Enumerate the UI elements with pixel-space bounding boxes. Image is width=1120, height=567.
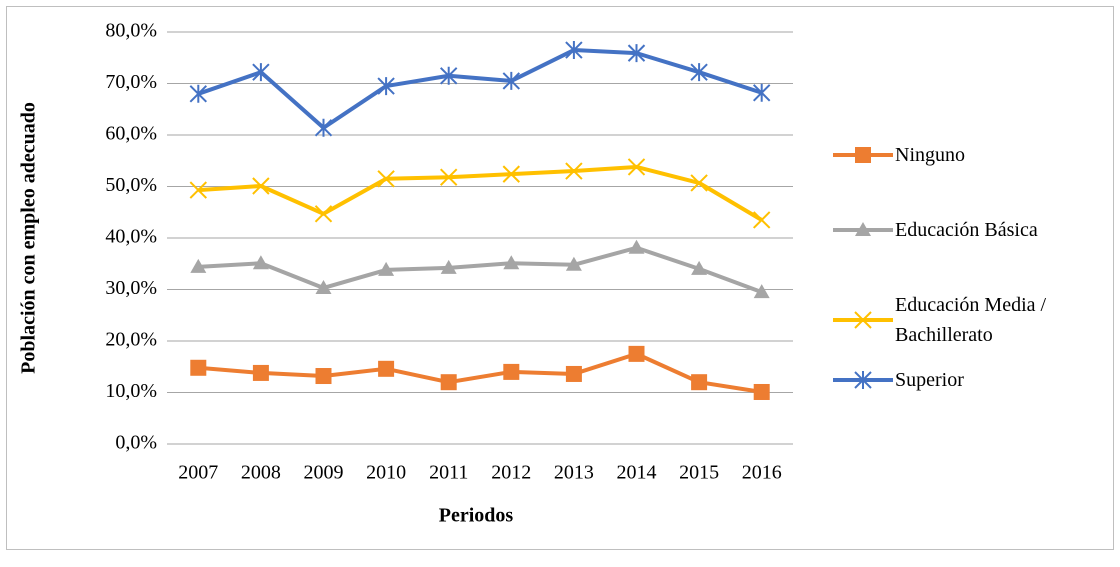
- marker: [691, 260, 708, 275]
- marker: [752, 83, 771, 102]
- marker: [503, 363, 520, 380]
- marker: [503, 255, 520, 270]
- x-tick-label: 2010: [366, 462, 406, 484]
- marker: [752, 211, 771, 229]
- marker: [565, 162, 583, 180]
- legend-label: Educación Básica: [895, 219, 1038, 241]
- marker: [377, 77, 395, 96]
- marker: [378, 261, 395, 276]
- marker: [189, 84, 208, 103]
- legend-label: Superior: [895, 369, 964, 391]
- marker: [378, 360, 395, 377]
- marker: [439, 66, 458, 85]
- marker: [565, 41, 583, 60]
- y-tick-label: 50,0%: [105, 174, 157, 196]
- marker: [315, 279, 332, 294]
- chart-border: [6, 6, 1114, 550]
- x-axis-title: Periodos: [439, 505, 514, 527]
- x-tick-label: 2014: [617, 462, 657, 484]
- x-tick-label: 2016: [742, 462, 782, 484]
- marker: [252, 63, 270, 82]
- marker: [565, 365, 582, 382]
- x-tick-label: 2007: [178, 462, 218, 484]
- marker: [854, 311, 872, 329]
- series-line: [197, 48, 763, 130]
- marker: [627, 44, 646, 63]
- marker: [855, 222, 871, 236]
- series-line: [198, 164, 763, 222]
- marker: [440, 374, 457, 391]
- x-tick-label: 2011: [429, 462, 468, 484]
- legend-label: Ninguno: [895, 144, 965, 166]
- series-line: [198, 351, 763, 394]
- marker: [627, 158, 646, 176]
- marker: [753, 284, 770, 299]
- x-tick-label: 2008: [241, 462, 281, 484]
- x-tick-label: 2013: [554, 462, 594, 484]
- legend-swatch: [833, 311, 893, 329]
- marker: [691, 374, 708, 391]
- y-axis-title: Población con empleo adecuado: [18, 102, 40, 374]
- marker: [502, 165, 521, 183]
- x-tick-label: 2009: [304, 462, 344, 484]
- legend-item: Ninguno: [833, 140, 1105, 170]
- x-tick-label: 2012: [491, 462, 531, 484]
- y-tick-label: 70,0%: [105, 71, 157, 93]
- y-tick-label: 0,0%: [115, 432, 157, 454]
- y-tick-label: 80,0%: [105, 20, 157, 42]
- x-tick-label: 2015: [679, 462, 719, 484]
- marker: [690, 63, 708, 82]
- legend-swatch: [833, 222, 893, 236]
- marker: [252, 177, 270, 195]
- legend-swatch: [833, 147, 893, 163]
- marker: [565, 256, 582, 271]
- marker: [753, 383, 770, 400]
- marker: [190, 359, 207, 376]
- marker: [690, 174, 708, 192]
- series-line: [198, 245, 763, 294]
- marker: [855, 147, 871, 163]
- marker: [628, 345, 645, 362]
- marker: [628, 239, 645, 254]
- y-tick-label: 10,0%: [105, 380, 157, 402]
- marker: [502, 71, 521, 90]
- legend-swatch: [833, 371, 893, 389]
- y-tick-label: 20,0%: [105, 329, 157, 351]
- marker: [377, 170, 395, 188]
- marker: [190, 258, 207, 273]
- legend-item: Educación Media / Bachillerato: [833, 290, 1105, 350]
- marker: [315, 368, 332, 385]
- legend-item: Educación Básica: [833, 215, 1105, 245]
- marker: [440, 259, 457, 274]
- legend-label: Educación Media / Bachillerato: [895, 294, 1047, 346]
- y-tick-label: 60,0%: [105, 123, 157, 145]
- y-tick-label: 40,0%: [105, 226, 157, 248]
- marker: [252, 255, 269, 270]
- marker: [854, 371, 872, 389]
- legend-item: Superior: [833, 365, 1105, 395]
- marker: [252, 364, 269, 381]
- marker: [314, 118, 333, 137]
- y-tick-label: 30,0%: [105, 277, 157, 299]
- marker: [439, 168, 458, 186]
- marker: [189, 181, 208, 199]
- marker: [314, 205, 333, 223]
